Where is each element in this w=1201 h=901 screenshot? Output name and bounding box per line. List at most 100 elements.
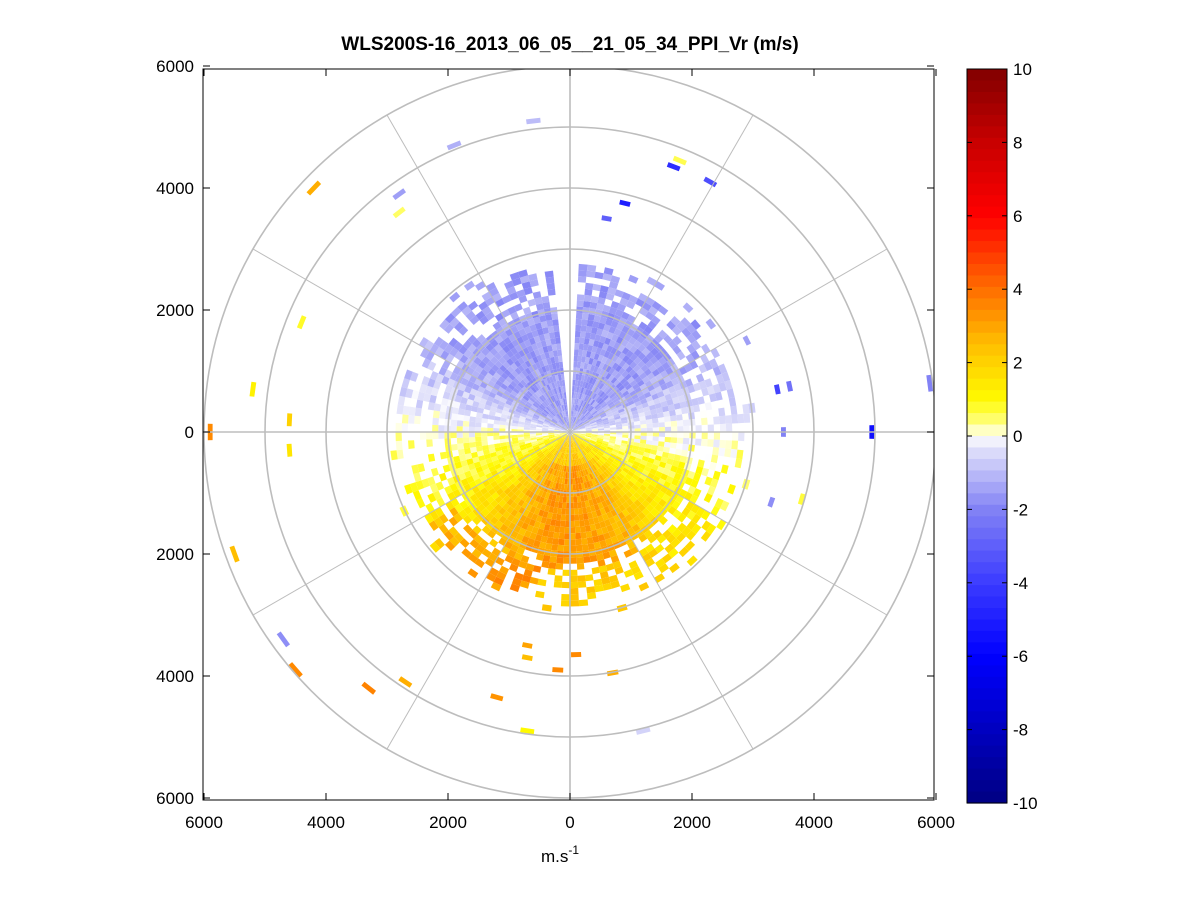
- velocity-cell: [491, 455, 499, 462]
- velocity-cell: [575, 324, 582, 332]
- velocity-cell: [495, 379, 503, 387]
- velocity-cell: [582, 401, 588, 408]
- velocity-cell: [579, 331, 586, 338]
- velocity-cell: [607, 467, 614, 474]
- velocity-cell: [676, 532, 686, 543]
- velocity-cell: [473, 356, 482, 366]
- velocity-cell: [395, 432, 402, 442]
- velocity-cell: [522, 377, 530, 384]
- velocity-cell: [536, 436, 543, 440]
- azimuth-spoke: [569, 114, 754, 433]
- velocity-cell: [528, 518, 536, 527]
- velocity-cell: [565, 508, 570, 515]
- velocity-cell: [701, 510, 711, 521]
- velocity-cell: [587, 414, 593, 420]
- velocity-cell: [565, 416, 568, 423]
- velocity-cell: [605, 318, 613, 327]
- colorbar-strip: [967, 286, 1007, 299]
- velocity-cell: [503, 467, 511, 474]
- velocity-cell: [565, 441, 568, 448]
- velocity-cell: [690, 479, 699, 489]
- velocity-cell: [447, 378, 456, 387]
- velocity-cell: [550, 500, 556, 508]
- velocity-cell: [572, 447, 575, 454]
- y-tick-label: 2000: [156, 301, 194, 320]
- velocity-cell: [583, 410, 589, 416]
- velocity-cell: [724, 448, 732, 458]
- velocity-cell: [565, 404, 568, 411]
- velocity-cell: [480, 427, 488, 432]
- colorbar-strip: [967, 653, 1007, 666]
- velocity-cell: [544, 399, 550, 406]
- velocity-cell: [599, 507, 607, 516]
- velocity-cell: [571, 422, 574, 429]
- velocity-cell: [658, 395, 667, 403]
- velocity-cell: [676, 321, 686, 332]
- velocity-cell: [525, 444, 533, 449]
- velocity-cell: [598, 361, 605, 369]
- velocity-cell: [543, 523, 551, 531]
- velocity-cell: [634, 424, 641, 429]
- velocity-cell: [546, 499, 552, 507]
- velocity-cell: [555, 443, 560, 450]
- velocity-cell: [463, 442, 470, 449]
- velocity-cell: [574, 410, 577, 417]
- velocity-cell: [585, 427, 592, 430]
- velocity-cell: [465, 404, 473, 411]
- velocity-cell: [621, 347, 630, 355]
- velocity-cell: [548, 493, 554, 501]
- velocity-cell: [430, 467, 439, 477]
- velocity-cell: [731, 414, 739, 424]
- velocity-cell: [543, 378, 549, 386]
- velocity-cell: [550, 356, 556, 364]
- velocity-cell: [541, 295, 550, 304]
- velocity-cell: [641, 455, 649, 462]
- velocity-cell: [591, 385, 597, 392]
- velocity-cell: [603, 267, 614, 276]
- velocity-cell: [449, 347, 459, 357]
- velocity-cell: [596, 440, 603, 445]
- velocity-cell: [641, 516, 650, 525]
- velocity-cell: [481, 306, 492, 316]
- velocity-cell: [712, 383, 721, 394]
- velocity-cell: [472, 338, 482, 348]
- velocity-cell: [573, 433, 580, 436]
- velocity-cell: [493, 435, 500, 440]
- velocity-cell: [636, 368, 644, 376]
- velocity-cell: [483, 468, 491, 476]
- velocity-cell: [597, 437, 604, 441]
- velocity-cell: [587, 415, 594, 420]
- velocity-cell: [462, 437, 470, 444]
- velocity-cell: [510, 493, 518, 502]
- velocity-cell: [609, 436, 617, 440]
- sparse-return: [286, 443, 293, 457]
- velocity-cell: [615, 439, 622, 443]
- velocity-cell: [498, 507, 507, 516]
- velocity-cell: [621, 311, 630, 320]
- velocity-cell: [542, 529, 549, 537]
- velocity-cell: [516, 289, 526, 298]
- velocity-cell: [563, 545, 570, 552]
- velocity-cell: [608, 549, 618, 558]
- velocity-cell: [482, 449, 490, 456]
- velocity-cell: [612, 397, 620, 404]
- velocity-cell: [580, 482, 586, 490]
- velocity-cell: [590, 364, 596, 372]
- velocity-cell: [575, 373, 580, 381]
- velocity-cell: [718, 381, 727, 392]
- velocity-cell: [561, 581, 570, 589]
- velocity-cell: [570, 581, 579, 589]
- velocity-cell: [527, 318, 535, 327]
- velocity-cell: [591, 566, 600, 575]
- velocity-cell: [469, 468, 478, 476]
- velocity-cell: [613, 527, 622, 536]
- velocity-cell: [610, 509, 618, 517]
- velocity-cell: [508, 483, 516, 491]
- velocity-cell: [531, 526, 539, 535]
- velocity-cell: [572, 453, 575, 460]
- colorbar-strip: [967, 573, 1007, 586]
- velocity-cell: [497, 480, 506, 488]
- velocity-cell: [542, 434, 549, 437]
- velocity-cell: [620, 470, 628, 477]
- sparse-return: [672, 155, 687, 166]
